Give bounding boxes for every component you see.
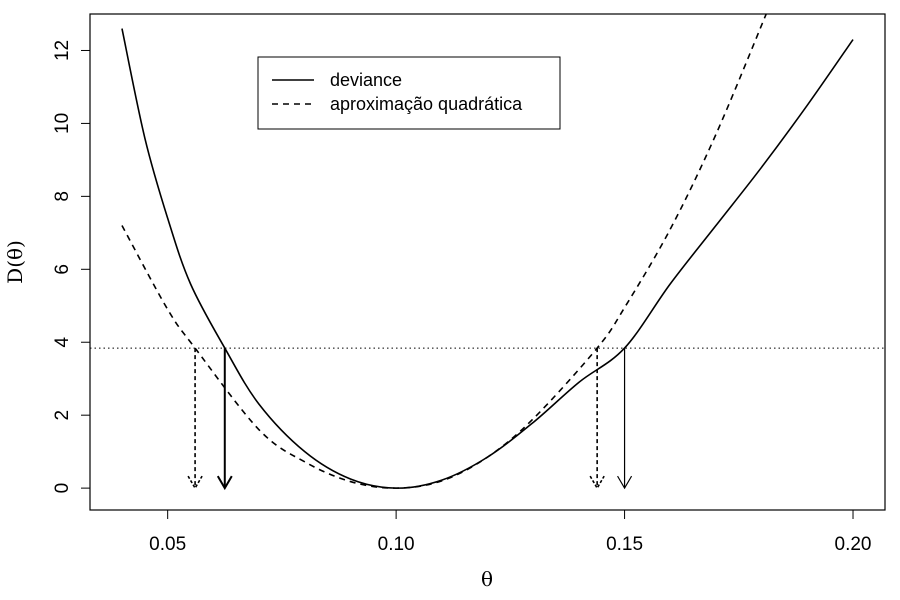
- y-axis: 0 2 4 6 8 10 12: [52, 40, 90, 494]
- plot-frame: [89, 13, 886, 511]
- interval-arrow-1: [216, 348, 233, 491]
- y-tick-label: 2: [52, 410, 73, 421]
- interval-arrow-3: [187, 348, 203, 490]
- x-tick-label: 0.15: [606, 534, 643, 555]
- x-tick-label: 0.05: [149, 534, 186, 555]
- y-tick-label: 12: [52, 40, 73, 61]
- series-line-quadratic-approximation: [121, 14, 767, 489]
- y-tick-label: 6: [52, 264, 73, 275]
- interval-arrow-4: [589, 348, 605, 490]
- legend-label-deviance: deviance: [330, 70, 402, 90]
- y-axis-label: D(θ): [3, 240, 27, 284]
- x-tick-label: 0.20: [835, 534, 872, 555]
- x-axis: 0.05 0.10 0.15 0.20: [149, 510, 872, 555]
- legend-label-quadratic: aproximação quadrática: [330, 94, 523, 114]
- y-tick-label: 8: [52, 191, 73, 202]
- y-tick-label: 0: [52, 483, 73, 494]
- arrows-layer: [187, 348, 633, 491]
- series-layer: [121, 14, 854, 489]
- y-tick-label: 4: [52, 337, 73, 348]
- legend: deviance aproximação quadrática: [257, 56, 561, 130]
- legend-box: [257, 56, 561, 130]
- series-line-deviance: [121, 28, 854, 489]
- y-tick-label: 10: [52, 113, 73, 134]
- interval-arrow-2: [617, 348, 633, 490]
- x-axis-label: θ: [481, 567, 493, 591]
- x-tick-label: 0.10: [378, 534, 415, 555]
